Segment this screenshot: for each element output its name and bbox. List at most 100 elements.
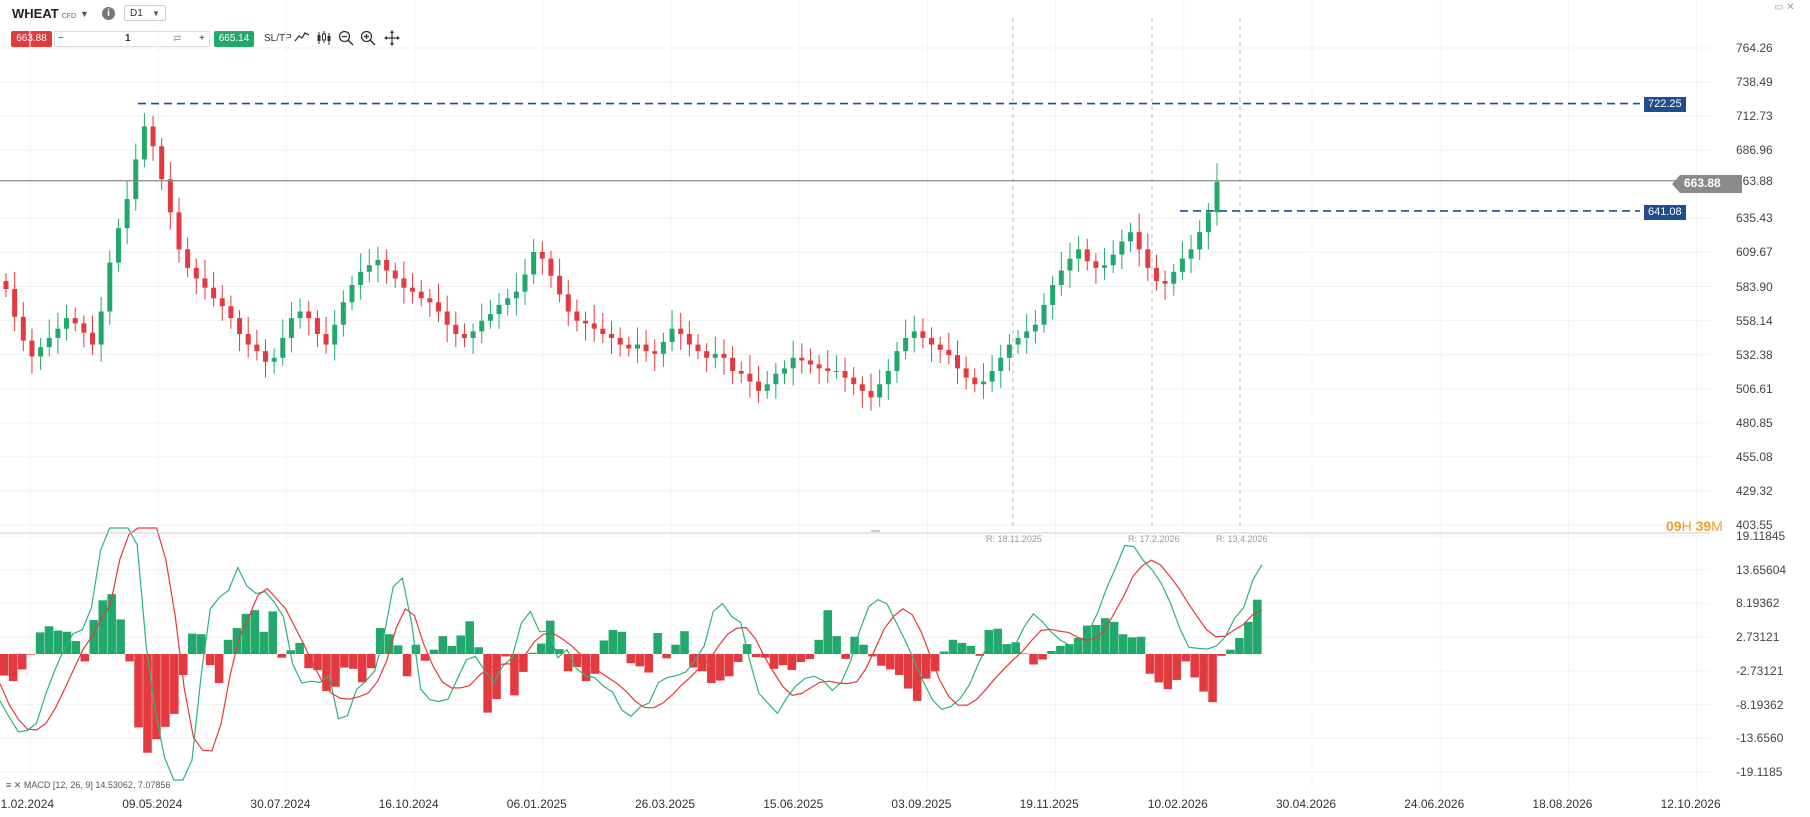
buy-button[interactable]: 665.14 bbox=[214, 31, 254, 47]
candle-body bbox=[955, 355, 960, 369]
macd-histogram-bar bbox=[420, 653, 430, 661]
candle-body bbox=[461, 333, 467, 338]
macd-tick: -2.73121 bbox=[1736, 663, 1784, 678]
price-tick: 663.88 bbox=[1736, 173, 1773, 188]
chevron-down-icon[interactable]: ▼ bbox=[80, 9, 89, 19]
macd-histogram-bar bbox=[393, 645, 403, 654]
date-tick: 06.01.2025 bbox=[506, 797, 567, 811]
zoom-out-icon[interactable] bbox=[338, 30, 354, 48]
decrease-button[interactable]: − bbox=[58, 33, 64, 44]
candle-body bbox=[539, 251, 545, 259]
timeframe-select[interactable]: D1 ▼ bbox=[124, 5, 166, 21]
macd-histogram-bar bbox=[1244, 621, 1253, 654]
symbol-selector[interactable]: WHEAT CFD bbox=[12, 6, 76, 21]
restore-icon[interactable]: ▭ bbox=[1774, 2, 1784, 13]
candle-body bbox=[358, 271, 364, 286]
support-level-tag[interactable]: 641.08 bbox=[1644, 205, 1686, 220]
candles-icon[interactable] bbox=[316, 30, 332, 48]
macd-histogram-bar bbox=[1002, 644, 1011, 654]
macd-tick: -19.1185 bbox=[1736, 765, 1783, 779]
candle-body bbox=[254, 344, 260, 352]
swap-icon[interactable]: ⇄ bbox=[173, 33, 182, 44]
macd-histogram-bar bbox=[841, 653, 850, 659]
macd-histogram-bar bbox=[304, 653, 313, 669]
resistance-level-tag[interactable]: 722.25 bbox=[1644, 97, 1686, 112]
macd-histogram-bar bbox=[232, 628, 242, 654]
candle-body bbox=[1145, 249, 1151, 268]
candle-body bbox=[202, 278, 208, 288]
macd-histogram-bar bbox=[98, 600, 108, 654]
macd-histogram-bar bbox=[1145, 653, 1155, 674]
macd-histogram-bar bbox=[214, 653, 224, 684]
macd-histogram-bar bbox=[948, 639, 958, 654]
quantity-stepper: − 1 ⇄ + bbox=[54, 31, 210, 47]
candle-body bbox=[237, 318, 243, 334]
candle-body bbox=[929, 337, 935, 345]
macd-histogram-bar bbox=[599, 640, 609, 654]
macd-histogram-bar bbox=[241, 613, 251, 654]
macd-histogram-bar bbox=[411, 644, 421, 654]
candles bbox=[0, 102, 1710, 411]
info-icon[interactable]: i bbox=[102, 7, 115, 20]
price-tick: 455.08 bbox=[1736, 449, 1773, 464]
candle-body bbox=[1179, 258, 1185, 272]
candle-body bbox=[833, 371, 839, 373]
candle-body bbox=[505, 298, 511, 305]
candle-body bbox=[1110, 254, 1116, 266]
macd-histogram-bar bbox=[465, 621, 474, 654]
candle-body bbox=[816, 364, 822, 369]
macd-histogram-bar bbox=[44, 626, 54, 654]
macd-histogram-bar bbox=[984, 629, 994, 654]
candle-body bbox=[436, 302, 441, 312]
increase-button[interactable]: + bbox=[199, 33, 205, 44]
candle-body bbox=[600, 328, 606, 334]
candle-body bbox=[721, 353, 727, 358]
macd-histogram-bar bbox=[375, 628, 385, 654]
signal-line bbox=[0, 527, 1263, 752]
price-tick: 429.32 bbox=[1736, 483, 1773, 498]
zoom-in-icon[interactable] bbox=[360, 30, 376, 48]
macd-histogram-bar bbox=[1011, 642, 1020, 654]
line-chart-icon[interactable] bbox=[294, 30, 310, 48]
macd-histogram-bar bbox=[1199, 653, 1208, 692]
quantity-input[interactable]: 1 bbox=[125, 33, 131, 44]
macd-histogram-bar bbox=[349, 653, 358, 669]
current-price-tag: 663.88 bbox=[1684, 176, 1721, 190]
macd-histogram-bar bbox=[617, 631, 627, 654]
price-tick: 738.49 bbox=[1736, 75, 1773, 90]
sell-button[interactable]: 663.88 bbox=[11, 31, 52, 47]
bar-countdown: 09H 39M bbox=[1666, 518, 1723, 534]
candle-body bbox=[1041, 304, 1047, 325]
candle-body bbox=[704, 351, 710, 358]
candle-body bbox=[1102, 265, 1108, 268]
candle-body bbox=[332, 324, 338, 345]
macd-histogram-bar bbox=[993, 628, 1003, 654]
macd-histogram-bar bbox=[930, 653, 940, 672]
macd-histogram-bar bbox=[912, 653, 922, 701]
candle-body bbox=[375, 259, 381, 266]
price-tick: 506.61 bbox=[1736, 381, 1773, 396]
macd-histogram-bar bbox=[895, 653, 904, 675]
price-tick: 480.85 bbox=[1736, 415, 1773, 430]
macd-histogram-bar bbox=[716, 653, 725, 681]
macd-histogram-bar bbox=[1253, 599, 1262, 654]
macd-tick: 13.65604 bbox=[1736, 562, 1787, 577]
symbol-type: CFD bbox=[61, 13, 77, 20]
candle-body bbox=[1084, 249, 1090, 262]
candle-body bbox=[12, 289, 18, 317]
candle-body bbox=[1128, 232, 1133, 242]
close-icon[interactable]: ✕ bbox=[1786, 2, 1795, 13]
candle-body bbox=[998, 357, 1004, 372]
price-tick: 532.38 bbox=[1736, 347, 1773, 362]
remove-indicator-icon[interactable]: ✕ bbox=[13, 780, 22, 790]
macd-histogram-bar bbox=[358, 653, 367, 683]
price-tick: 712.73 bbox=[1736, 109, 1773, 124]
candle-body bbox=[306, 311, 312, 319]
indicator-menu-icon[interactable]: ≡ bbox=[6, 780, 12, 790]
sltp-button[interactable]: SL/TP bbox=[264, 33, 292, 44]
candle-body bbox=[366, 265, 372, 272]
crosshair-icon[interactable] bbox=[384, 30, 400, 48]
candle-body bbox=[1093, 261, 1099, 268]
macd-histogram-bar bbox=[116, 619, 125, 654]
